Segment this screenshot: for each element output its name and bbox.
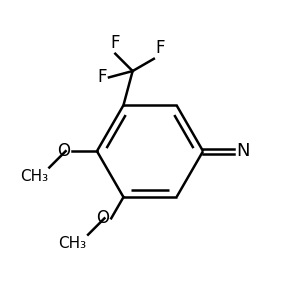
Text: N: N xyxy=(236,142,250,160)
Text: F: F xyxy=(111,34,120,52)
Text: CH₃: CH₃ xyxy=(20,169,48,184)
Text: F: F xyxy=(155,39,165,57)
Text: CH₃: CH₃ xyxy=(58,236,87,251)
Text: O: O xyxy=(96,209,109,227)
Text: O: O xyxy=(57,142,70,160)
Text: F: F xyxy=(97,68,107,86)
